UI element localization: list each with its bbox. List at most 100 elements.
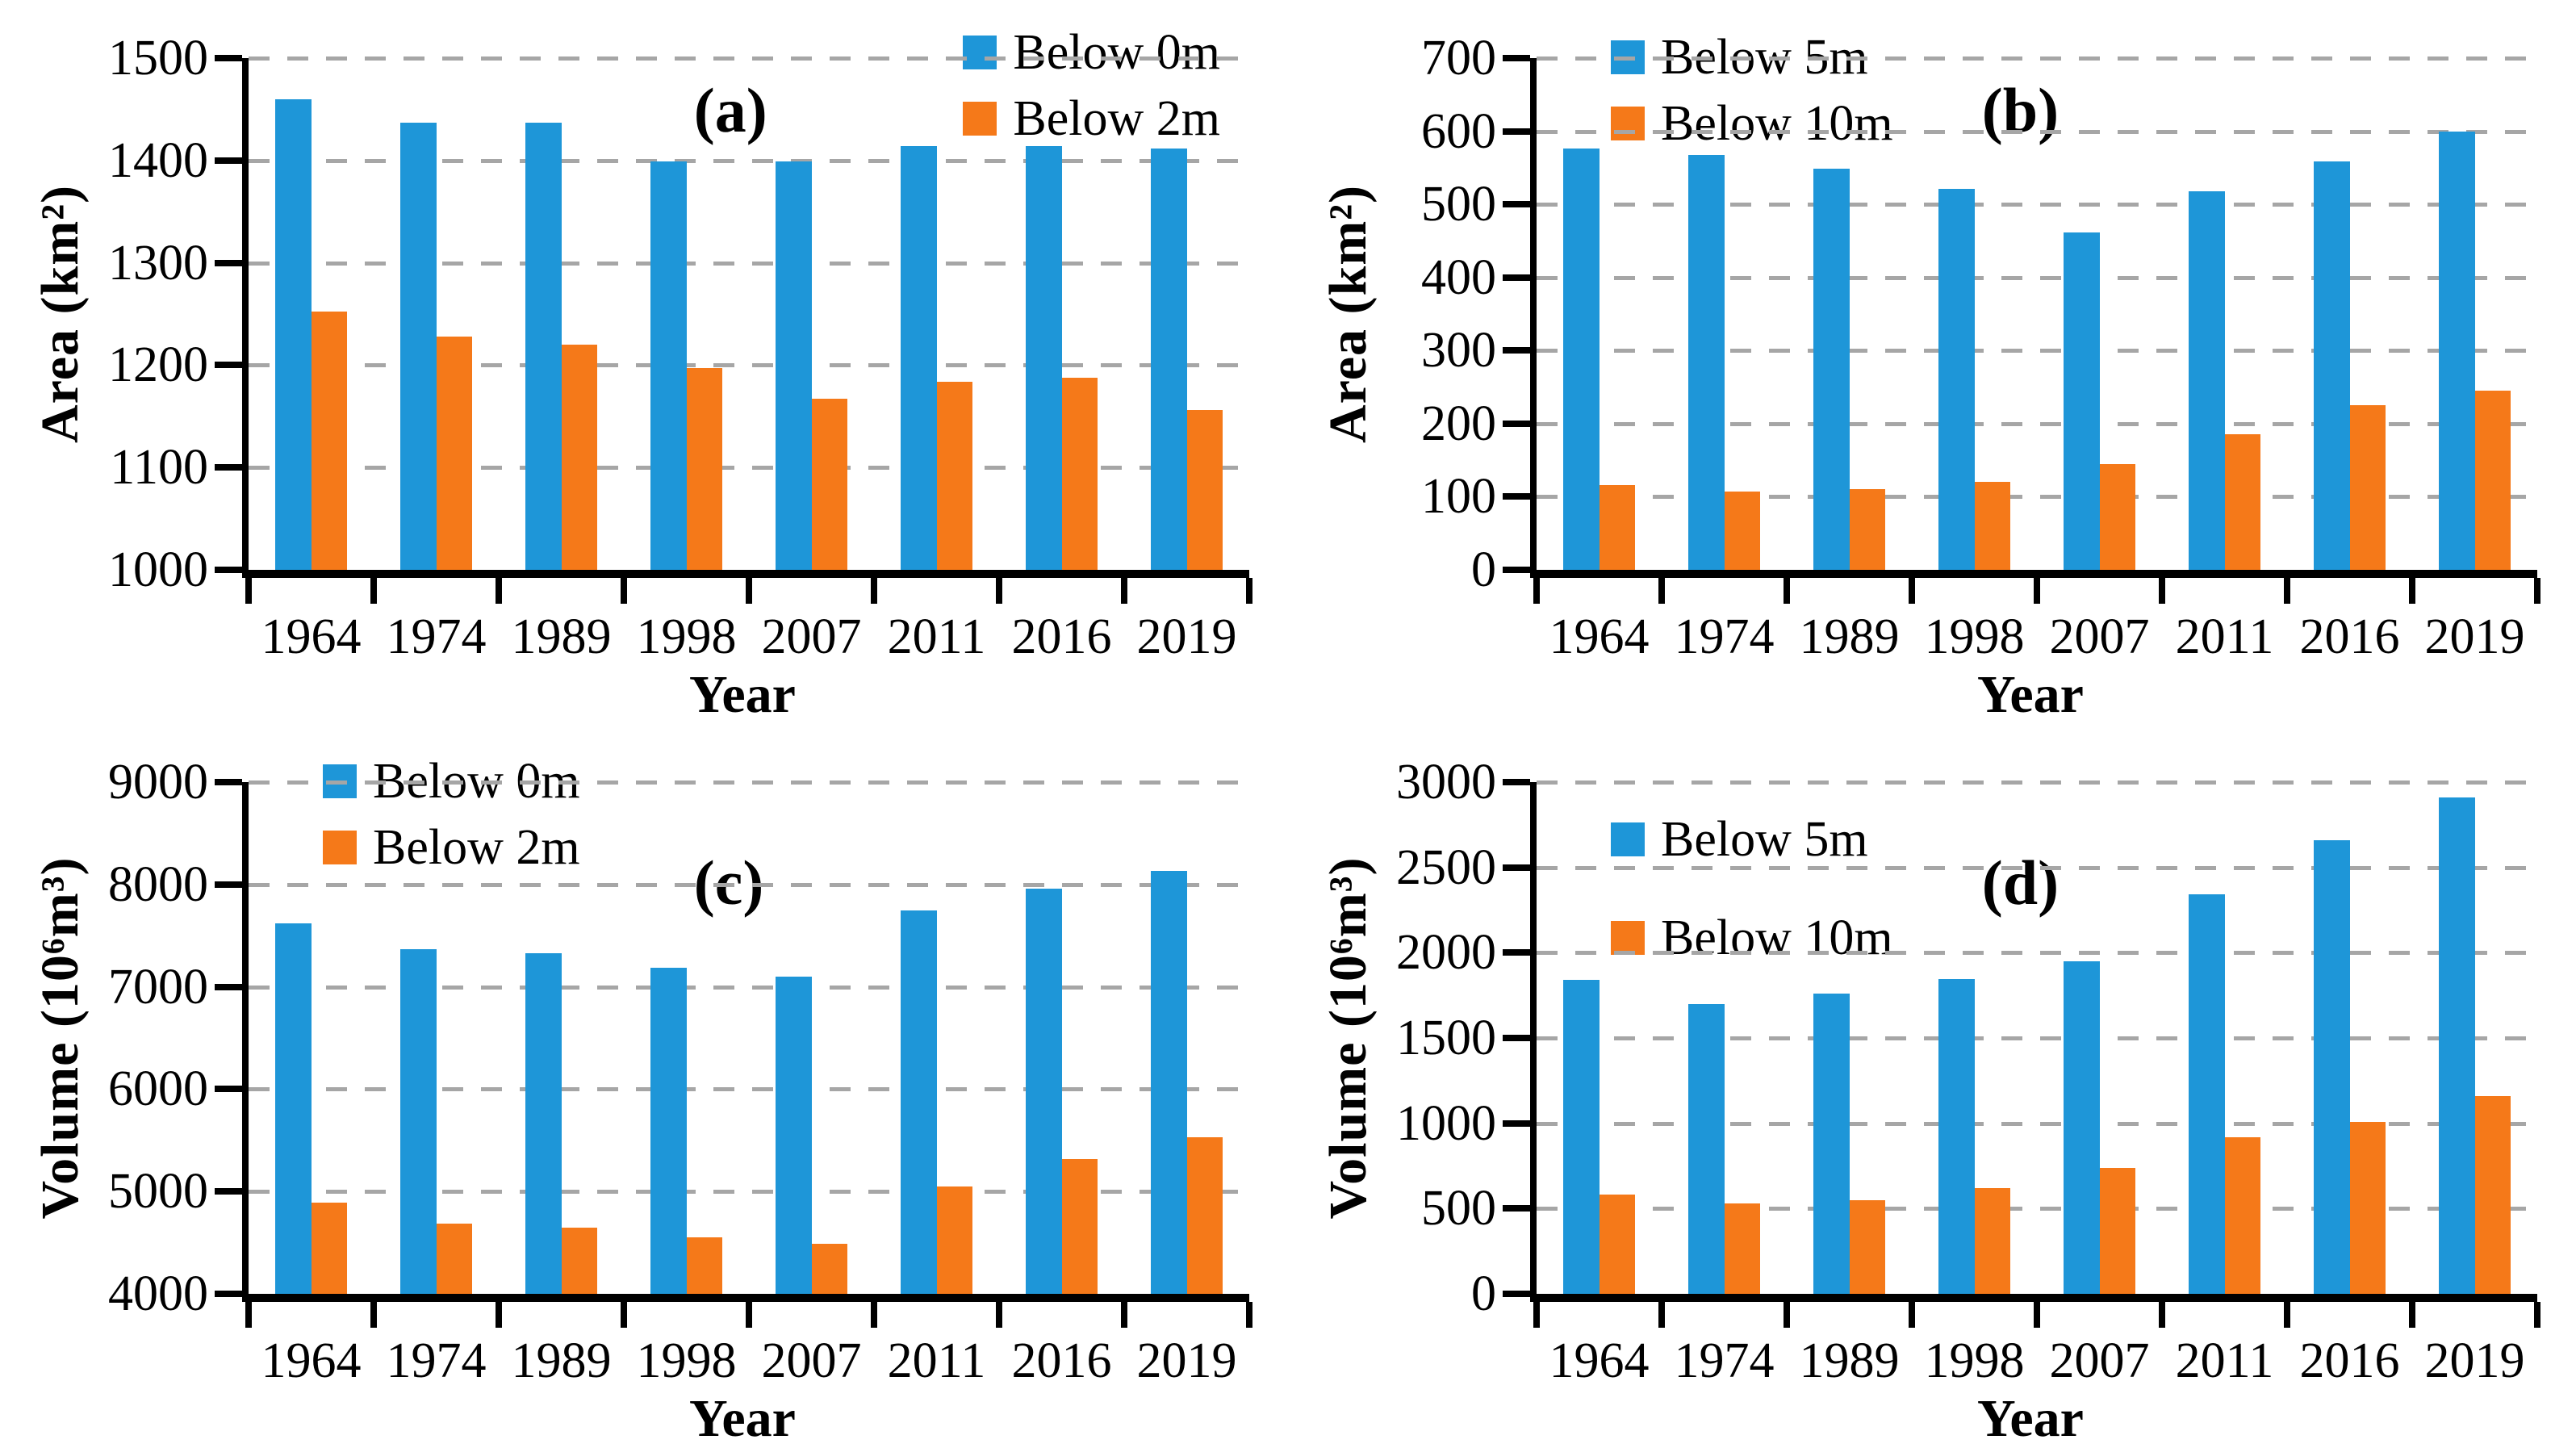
bar: [399, 948, 437, 1294]
legend: Below 0m Below 2m: [323, 755, 580, 874]
gridline: [1537, 56, 2537, 61]
y-tick-mark: [215, 55, 242, 61]
x-category-label: 1964: [261, 609, 362, 664]
y-tick-mark: [1503, 55, 1530, 61]
gridline: [1537, 349, 2537, 354]
y-tick-mark: [1503, 949, 1530, 956]
bar: [1599, 1195, 1636, 1294]
x-category-labels: 1964 1974 1989 1998 2007 2011 2016 2019: [249, 612, 1249, 662]
bar: [811, 399, 848, 570]
bar: [1813, 994, 1850, 1294]
bars-layer: [1537, 58, 2537, 570]
gridline: [249, 985, 1249, 990]
y-tick-mark: [1503, 274, 1530, 281]
x-tick-mark: [1121, 1302, 1127, 1328]
y-tick-label: 400: [1421, 249, 1496, 305]
bar-group: [249, 58, 374, 570]
x-category-label: 1964: [1549, 609, 1650, 664]
y-tick-label: 0: [1471, 542, 1496, 597]
x-category-label: 1974: [1674, 609, 1775, 664]
x-category-label: 2011: [2175, 1333, 2274, 1388]
gridline: [1537, 1036, 2537, 1040]
x-tick-mark: [496, 1302, 502, 1328]
legend-swatch: [323, 831, 357, 864]
bar-group: [1537, 782, 1662, 1294]
x-category-label: 1998: [636, 1333, 737, 1388]
y-tick-mark: [215, 567, 242, 573]
x-category-label: 2016: [2299, 609, 2400, 664]
y-tick-label: 2000: [1396, 925, 1496, 981]
x-category-label: 2019: [2424, 609, 2525, 664]
y-tick-mark: [1503, 864, 1530, 871]
bar: [650, 161, 687, 570]
bar: [650, 967, 687, 1294]
bar-group: [249, 782, 374, 1294]
x-category-label: 1998: [636, 609, 737, 664]
bar: [775, 161, 812, 570]
bar: [2063, 960, 2100, 1294]
x-tick-mark: [1533, 578, 1540, 604]
x-category-label: 2007: [2049, 1333, 2150, 1388]
gridline: [249, 56, 1249, 61]
bar: [686, 1237, 723, 1294]
x-category-label: 2016: [2299, 1333, 2400, 1388]
y-tick-mark: [1503, 1035, 1530, 1041]
x-category-labels: 1964 1974 1989 1998 2007 2011 2016 2019: [1537, 1336, 2537, 1386]
x-tick-mark: [996, 1302, 1002, 1328]
bar: [2438, 131, 2475, 570]
x-tick-mark: [871, 1302, 877, 1328]
x-tick-mark: [1909, 578, 1915, 604]
chart-panel-b: Area (km²) (b) Below 5m Below 10m 0 100 200…: [1288, 0, 2576, 724]
bar: [561, 345, 598, 570]
plot-area: (d) Below 5m Below 10m 0 500 1000 1500 2000 25…: [1396, 757, 2540, 1386]
legend-label: Below 0m: [1013, 25, 1220, 80]
x-category-label: 1998: [1924, 1333, 2025, 1388]
bar: [525, 952, 562, 1294]
bars-layer: [249, 58, 1249, 570]
bar-group: [999, 782, 1124, 1294]
x-tick-mark: [1658, 578, 1665, 604]
legend: Below 5m Below 10m: [1611, 813, 1893, 965]
x-category-label: 1989: [511, 1333, 612, 1388]
bar: [1061, 377, 1098, 570]
bar: [1724, 1203, 1761, 1294]
y-tick-label: 1400: [108, 132, 208, 188]
x-axis-title: Year: [689, 665, 796, 724]
gridline: [249, 466, 1249, 471]
gridline: [1537, 203, 2537, 207]
bar-group: [1124, 58, 1249, 570]
bar-group: [2412, 58, 2537, 570]
bar: [2188, 190, 2225, 570]
legend: Below 0m Below 2m: [963, 26, 1220, 145]
y-tick-mark: [1503, 347, 1530, 354]
plot-area: (c) Below 0m Below 2m 4000 5000 6000 7000 800…: [108, 755, 1252, 1386]
bar: [311, 1203, 348, 1294]
gridline: [1537, 495, 2537, 500]
x-tick-mark: [2034, 1302, 2040, 1328]
x-category-label: 2011: [2175, 609, 2274, 664]
bar-group: [1662, 782, 1787, 1294]
gridline: [1537, 865, 2537, 870]
y-tick-label: 9000: [108, 755, 208, 810]
x-axis-title: Year: [1977, 665, 2084, 724]
x-category-label: 1989: [1799, 609, 1900, 664]
gridline: [249, 158, 1249, 163]
gridline: [1537, 780, 2537, 785]
gridline: [249, 261, 1249, 266]
y-tick-label: 7000: [108, 959, 208, 1015]
bar: [1974, 1187, 2011, 1294]
y-tick-mark: [215, 259, 242, 266]
bar: [900, 910, 937, 1294]
gridline: [1537, 129, 2537, 134]
bar: [811, 1243, 848, 1294]
x-tick-mark: [1784, 578, 1790, 604]
x-tick-mark: [2409, 578, 2415, 604]
y-tick-mark: [1503, 779, 1530, 785]
bar-group: [874, 782, 999, 1294]
bar-group: [2162, 782, 2287, 1294]
x-category-label: 2011: [887, 609, 986, 664]
bar-group: [1537, 58, 1662, 570]
bar-group: [749, 58, 874, 570]
y-tick-mark: [215, 157, 242, 164]
bar-group: [374, 58, 499, 570]
